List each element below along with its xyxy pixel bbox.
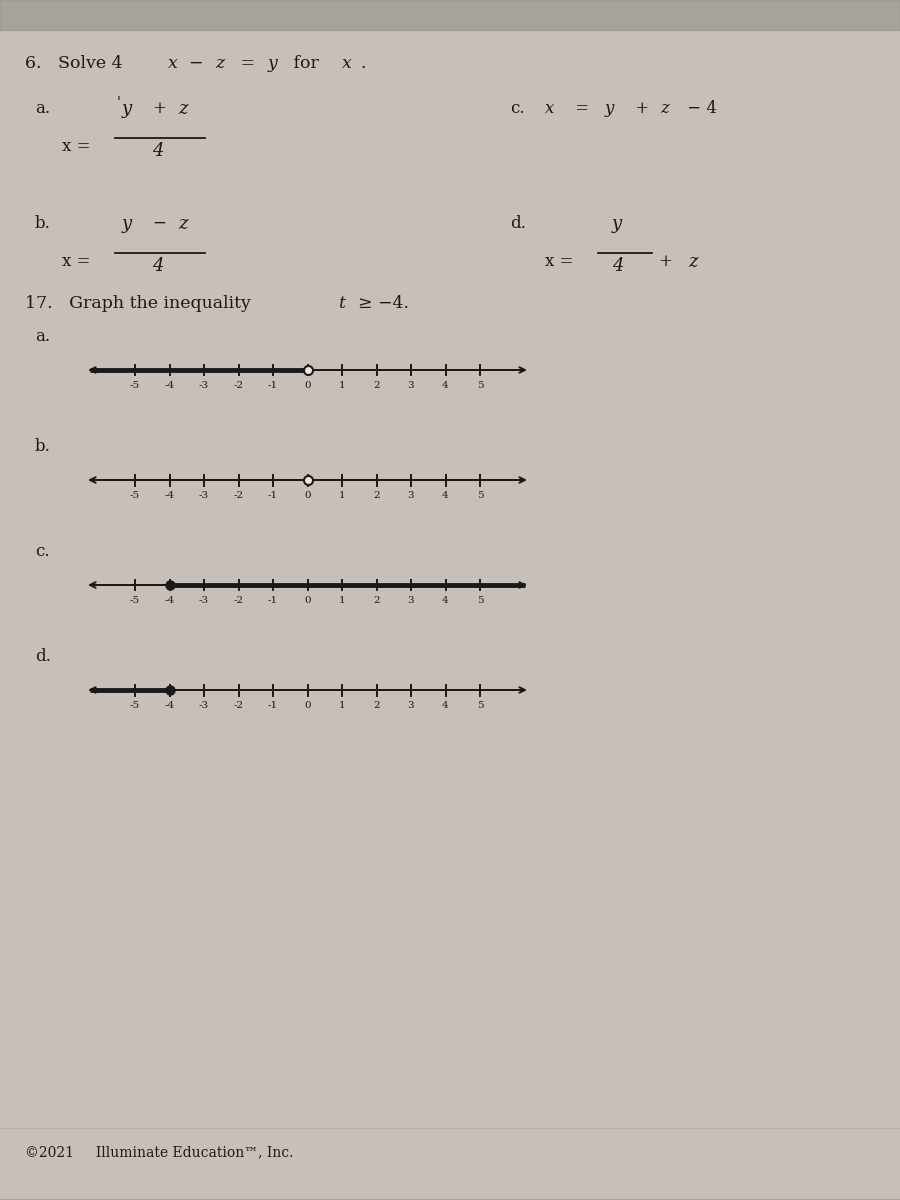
Text: b.: b.	[35, 215, 51, 232]
Text: − 4: − 4	[682, 100, 717, 116]
Text: 4: 4	[612, 257, 624, 275]
Text: -5: -5	[130, 702, 140, 710]
Text: =: =	[570, 100, 594, 116]
Text: 2: 2	[374, 382, 380, 390]
Text: 0: 0	[304, 596, 310, 606]
Text: -5: -5	[130, 382, 140, 390]
Text: -2: -2	[233, 382, 244, 390]
Text: 2: 2	[374, 492, 380, 500]
Text: y: y	[268, 55, 278, 72]
Text: -3: -3	[199, 492, 209, 500]
Text: 2: 2	[374, 702, 380, 710]
Text: z: z	[660, 100, 669, 116]
Text: -4: -4	[165, 702, 175, 710]
Text: c.: c.	[35, 542, 50, 560]
Text: 5: 5	[477, 382, 483, 390]
Text: y: y	[605, 100, 615, 116]
Text: 4: 4	[152, 142, 164, 160]
Text: x =: x =	[62, 253, 91, 270]
Text: 17.   Graph the inequality: 17. Graph the inequality	[25, 295, 256, 312]
Text: .: .	[360, 55, 365, 72]
Text: 3: 3	[408, 492, 414, 500]
Text: x: x	[342, 55, 352, 72]
Text: -1: -1	[268, 702, 278, 710]
Text: z: z	[688, 253, 698, 271]
Text: x: x	[545, 100, 554, 116]
Text: a.: a.	[35, 328, 50, 344]
Text: 4: 4	[442, 492, 449, 500]
Text: 0: 0	[304, 382, 310, 390]
Text: 0: 0	[304, 492, 310, 500]
Text: +: +	[658, 253, 672, 270]
Text: -4: -4	[165, 596, 175, 606]
Text: 4: 4	[442, 702, 449, 710]
Text: a.: a.	[35, 100, 50, 116]
Text: y: y	[122, 100, 132, 118]
Text: z: z	[178, 100, 187, 118]
Text: x =: x =	[62, 138, 91, 155]
Text: +: +	[152, 100, 166, 116]
Text: 2: 2	[374, 596, 380, 606]
Text: +: +	[630, 100, 654, 116]
Text: ≥ −4.: ≥ −4.	[358, 295, 409, 312]
Text: -5: -5	[130, 492, 140, 500]
Text: b.: b.	[35, 438, 51, 455]
Text: -2: -2	[233, 492, 244, 500]
Text: -2: -2	[233, 596, 244, 606]
Text: x =: x =	[545, 253, 573, 270]
Text: -3: -3	[199, 702, 209, 710]
Text: −: −	[188, 55, 202, 72]
Text: 3: 3	[408, 702, 414, 710]
Text: x: x	[168, 55, 178, 72]
Text: y: y	[612, 215, 622, 233]
Text: z: z	[178, 215, 187, 233]
Text: 1: 1	[338, 596, 346, 606]
Text: -1: -1	[268, 382, 278, 390]
Text: 1: 1	[338, 492, 346, 500]
Text: 5: 5	[477, 492, 483, 500]
Text: 3: 3	[408, 382, 414, 390]
Text: for: for	[288, 55, 324, 72]
Text: ©2021     Illuminate Education™, Inc.: ©2021 Illuminate Education™, Inc.	[25, 1145, 293, 1159]
Text: t: t	[338, 295, 345, 312]
Text: 4: 4	[152, 257, 164, 275]
Text: 0: 0	[304, 702, 310, 710]
Text: z: z	[215, 55, 224, 72]
Text: 5: 5	[477, 596, 483, 606]
Text: 4: 4	[442, 596, 449, 606]
Text: -3: -3	[199, 596, 209, 606]
Text: −: −	[152, 215, 166, 232]
Text: 1: 1	[338, 382, 346, 390]
Text: 3: 3	[408, 596, 414, 606]
Text: y: y	[122, 215, 132, 233]
Text: -4: -4	[165, 492, 175, 500]
Text: -1: -1	[268, 596, 278, 606]
Text: 6.   Solve 4: 6. Solve 4	[25, 55, 122, 72]
Text: 4: 4	[442, 382, 449, 390]
Text: -1: -1	[268, 492, 278, 500]
Text: 1: 1	[338, 702, 346, 710]
Text: -5: -5	[130, 596, 140, 606]
Text: 5: 5	[477, 702, 483, 710]
Text: ': '	[117, 96, 121, 110]
Text: -2: -2	[233, 702, 244, 710]
Text: -3: -3	[199, 382, 209, 390]
Text: =: =	[235, 55, 261, 72]
Text: -4: -4	[165, 382, 175, 390]
Text: d.: d.	[35, 648, 51, 665]
Text: d.: d.	[510, 215, 526, 232]
Text: c.: c.	[510, 100, 525, 116]
